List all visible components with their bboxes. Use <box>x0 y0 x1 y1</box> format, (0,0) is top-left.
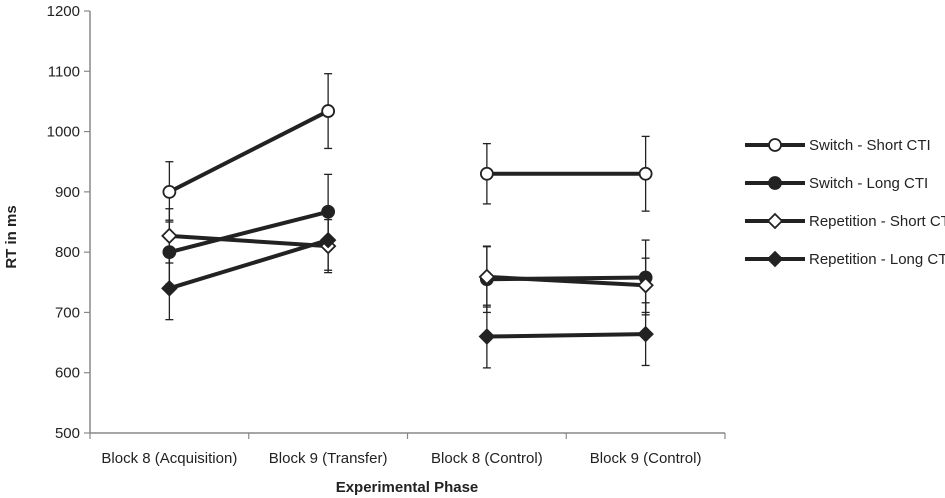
data-point <box>161 280 178 297</box>
x-axis-ticks: Block 8 (Acquisition) Block 9 (Transfer) B… <box>89 433 726 467</box>
series-line-segment <box>484 332 648 339</box>
y-tick-label: 900 <box>55 184 80 201</box>
x-axis-title: Experimental Phase <box>336 479 479 496</box>
y-axis-ticks: 500 600 700 800 900 1000 1100 1200 <box>47 3 90 442</box>
data-point <box>478 328 496 345</box>
legend-marker <box>766 212 784 230</box>
y-tick-label: 800 <box>55 244 80 261</box>
data-point <box>321 204 336 219</box>
y-tick-label: 1100 <box>48 63 80 80</box>
data-point <box>637 277 654 294</box>
legend-item: Repetition - Long CTI <box>745 250 945 268</box>
series-line-segment <box>484 274 648 288</box>
data-point <box>478 268 496 286</box>
x-tick-label: Block 8 (Acquisition) <box>101 450 237 467</box>
data-point <box>161 227 178 245</box>
y-tick-label: 600 <box>55 365 80 382</box>
x-tick-label: Block 9 (Transfer) <box>269 450 388 467</box>
series-line-segment <box>167 238 331 291</box>
legend-label: Switch - Long CTI <box>809 175 928 192</box>
series-line-segment <box>167 109 331 194</box>
series-line-segment <box>167 233 331 249</box>
legend: Switch - Short CTI Switch - Long CTI Repet… <box>745 137 945 268</box>
data-point <box>638 166 653 181</box>
data-point <box>321 104 336 118</box>
legend-marker <box>766 250 784 268</box>
legend-item: Switch - Long CTI <box>745 175 928 192</box>
legend-label: Repetition - Long CTI <box>809 251 945 268</box>
data-point <box>637 325 654 343</box>
y-axis-title: RT in ms <box>3 205 20 268</box>
legend-label: Switch - Short CTI <box>809 137 931 154</box>
axes <box>89 11 725 434</box>
error-bars <box>165 73 650 369</box>
legend-marker <box>768 138 782 152</box>
legend-marker <box>768 176 782 190</box>
data-point <box>162 184 177 199</box>
series-lines <box>167 109 648 339</box>
data-point <box>319 231 337 249</box>
y-tick-label: 700 <box>55 304 80 321</box>
y-tick-label: 1200 <box>47 3 80 20</box>
y-tick-label: 1000 <box>47 124 80 141</box>
y-tick-label: 500 <box>55 425 80 442</box>
legend-item: Repetition - Short CTI <box>745 212 945 230</box>
x-tick-label: Block 9 (Control) <box>590 450 702 467</box>
data-point <box>479 166 494 181</box>
legend-label: Repetition - Short CTI <box>809 213 945 230</box>
legend-item: Switch - Short CTI <box>745 137 931 154</box>
data-points <box>161 104 654 345</box>
x-tick-label: Block 8 (Control) <box>431 450 543 467</box>
series-line-segment <box>167 209 331 255</box>
data-point <box>162 245 177 260</box>
